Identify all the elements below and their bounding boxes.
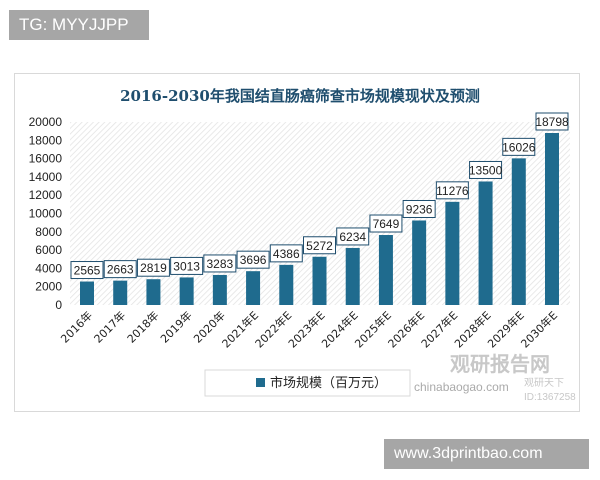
legend-swatch xyxy=(256,378,265,387)
data-label: 4386 xyxy=(273,247,300,261)
watermark-logo-id: ID:1367258 xyxy=(524,392,576,403)
watermark-logo-sub: 观研天下 xyxy=(524,378,564,389)
watermark-logo-cn: 观研报告网 xyxy=(450,354,550,376)
x-tick-label: 2018年 xyxy=(124,308,161,345)
bar xyxy=(412,220,427,305)
data-label-box xyxy=(170,256,204,275)
data-label-box xyxy=(303,236,336,255)
data-label-box xyxy=(70,261,104,280)
bar xyxy=(478,181,493,305)
data-label-box xyxy=(402,199,436,218)
watermark-logo-en: chinabaogao.com xyxy=(414,380,509,394)
data-label: 2663 xyxy=(107,263,134,277)
data-label: 9236 xyxy=(406,202,433,216)
bar xyxy=(545,132,559,305)
y-tick-label: 20000 xyxy=(29,115,63,129)
data-label: 5272 xyxy=(306,239,333,253)
y-tick-label: 4000 xyxy=(35,261,62,275)
y-tick-label: 18000 xyxy=(29,133,63,147)
bar xyxy=(146,279,161,305)
legend-box xyxy=(204,369,411,397)
data-label-box xyxy=(469,160,503,179)
chart-title: 2016-2030年我国结直肠癌筛查市场规模现状及预测 xyxy=(120,87,480,105)
y-tick-label: 2000 xyxy=(35,280,62,294)
data-label-box xyxy=(136,258,170,277)
data-label-box xyxy=(369,214,403,233)
data-label-box xyxy=(103,260,137,279)
bar xyxy=(511,158,526,305)
y-tick-label: 12000 xyxy=(29,188,63,202)
data-label-box xyxy=(502,137,536,156)
y-tick-label: 16000 xyxy=(29,152,63,166)
data-label: 18798 xyxy=(535,115,569,129)
data-label-box xyxy=(236,250,270,269)
data-label: 2565 xyxy=(74,264,101,278)
y-tick-label: 6000 xyxy=(35,243,62,257)
y-tick-label: 0 xyxy=(55,298,62,312)
bar xyxy=(179,277,194,305)
bar xyxy=(378,235,393,305)
x-tick-label: 2030年E xyxy=(518,308,560,350)
bar xyxy=(445,201,460,305)
data-label-box xyxy=(269,244,303,263)
data-label-box xyxy=(435,181,469,200)
y-tick-label: 14000 xyxy=(29,170,63,184)
data-label: 2819 xyxy=(140,261,167,275)
chart-frame xyxy=(14,73,580,412)
data-label-box xyxy=(203,254,237,273)
data-label-box xyxy=(336,227,370,246)
data-label: 13500 xyxy=(469,163,503,177)
legend-label: 市场规模（百万元） xyxy=(270,375,387,391)
data-label: 3013 xyxy=(173,259,200,273)
bar xyxy=(312,256,327,305)
bar xyxy=(113,280,128,305)
data-label: 11276 xyxy=(436,184,469,198)
x-tick-label: 2019年 xyxy=(157,308,194,345)
data-label: 16026 xyxy=(502,140,536,154)
bar xyxy=(246,271,261,305)
x-tick-label: 2016年 xyxy=(58,308,95,345)
x-tick-label: 2017年 xyxy=(91,308,128,345)
data-label: 3696 xyxy=(240,253,267,267)
watermark-site: www.3dprintbao.com xyxy=(384,439,589,469)
watermark-tag: TG: MYYJJPP xyxy=(9,10,149,40)
bar xyxy=(279,264,294,305)
bar xyxy=(80,281,94,305)
data-label-box xyxy=(535,112,569,131)
data-label: 6234 xyxy=(339,230,366,244)
y-tick-label: 10000 xyxy=(29,207,63,221)
data-label: 7649 xyxy=(373,217,400,231)
bar xyxy=(345,247,360,305)
y-tick-label: 8000 xyxy=(35,225,62,239)
bar xyxy=(212,274,227,305)
data-label: 3283 xyxy=(207,257,234,271)
